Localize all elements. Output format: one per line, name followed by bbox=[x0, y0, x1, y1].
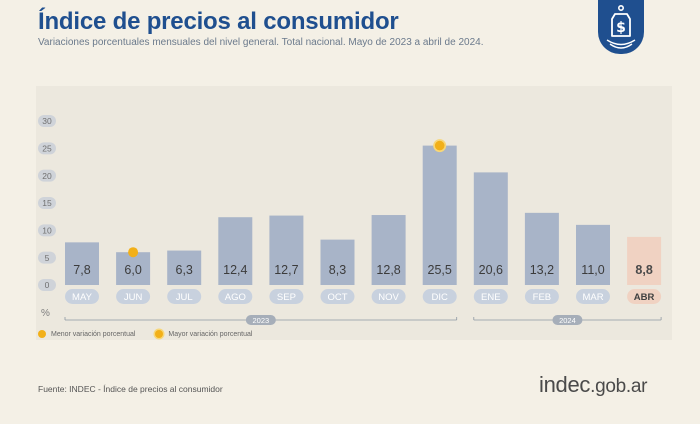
bar bbox=[576, 224, 610, 285]
x-tick-label: MAR bbox=[582, 292, 603, 303]
data-label: 20,6 bbox=[479, 263, 503, 277]
category-pill bbox=[422, 289, 457, 304]
category-pill bbox=[627, 289, 662, 304]
bar bbox=[524, 212, 559, 285]
year-pill bbox=[552, 315, 583, 325]
x-tick-label: AGO bbox=[225, 292, 246, 303]
chart-panel: 0 5 10 15 20 25 30% 7,8 MAY 6,0 JUN 6,3 JUL 12,4 AGO 12… bbox=[36, 86, 672, 340]
data-label: 7,8 bbox=[73, 263, 90, 277]
brand-suffix: .gob.ar bbox=[590, 376, 648, 397]
min-marker bbox=[128, 247, 139, 258]
x-tick-label: JUN bbox=[124, 292, 143, 303]
x-tick-label: MAY bbox=[72, 292, 93, 303]
x-tick-label: ENE bbox=[481, 292, 501, 303]
data-label: 8,3 bbox=[329, 263, 346, 277]
data-label: 8,8 bbox=[635, 263, 652, 277]
x-tick-label: DIC bbox=[432, 292, 449, 303]
category-pill bbox=[320, 289, 355, 304]
svg-text:$: $ bbox=[616, 20, 626, 36]
legend-max-label: Mayor variación porcentual bbox=[168, 330, 253, 338]
data-label: 13,2 bbox=[530, 263, 554, 277]
data-label: 25,5 bbox=[428, 263, 452, 277]
data-label: 12,8 bbox=[376, 263, 400, 277]
x-tick-label: JUL bbox=[176, 292, 193, 303]
category-pill bbox=[371, 289, 406, 304]
legend-item-max: Mayor variación porcentual bbox=[155, 330, 252, 338]
category-pill bbox=[524, 289, 559, 304]
bar bbox=[422, 145, 457, 285]
bar bbox=[167, 250, 202, 285]
y-tick-pill bbox=[38, 251, 56, 264]
page-subtitle: Variaciones porcentuales mensuales del n… bbox=[38, 37, 484, 48]
category-pill bbox=[65, 289, 99, 304]
data-label: 12,4 bbox=[223, 263, 247, 277]
y-tick-label: 15 bbox=[42, 198, 52, 208]
y-tick-pill bbox=[38, 169, 56, 182]
year-pill bbox=[245, 315, 276, 325]
data-label: 6,3 bbox=[176, 263, 193, 277]
max-marker bbox=[434, 140, 445, 151]
x-tick-label: OCT bbox=[327, 292, 347, 303]
category-pill bbox=[269, 289, 304, 304]
bar bbox=[269, 215, 304, 285]
source-note: Fuente: INDEC - Índice de precios al con… bbox=[38, 384, 223, 394]
bar bbox=[116, 252, 151, 285]
brand-name: indec bbox=[539, 372, 591, 397]
x-tick-label: FEB bbox=[533, 292, 551, 303]
data-label: 12,7 bbox=[274, 263, 298, 277]
category-pill bbox=[576, 289, 610, 304]
y-tick-pill bbox=[38, 115, 56, 127]
data-label: 6,0 bbox=[124, 263, 141, 277]
max-marker-icon bbox=[155, 330, 164, 338]
bar bbox=[218, 217, 253, 285]
y-tick-label: 30 bbox=[42, 116, 52, 126]
y-tick-label: 5 bbox=[45, 253, 50, 263]
category-pill bbox=[218, 289, 253, 304]
y-axis-label: % bbox=[41, 308, 50, 319]
year-label: 2024 bbox=[559, 316, 576, 325]
min-marker-icon bbox=[38, 330, 46, 338]
y-tick-label: 0 bbox=[45, 280, 50, 290]
price-tag-dollar-icon: $ bbox=[606, 5, 636, 49]
y-tick-label: 25 bbox=[42, 144, 52, 154]
legend: Menor variación porcentual Mayor variaci… bbox=[38, 330, 270, 340]
bar bbox=[473, 172, 508, 285]
page-title: Índice de precios al consumidor bbox=[38, 8, 399, 35]
x-tick-label: ABR bbox=[634, 292, 655, 303]
y-tick-label: 10 bbox=[42, 226, 52, 236]
x-tick-label: SEP bbox=[277, 292, 296, 303]
y-tick-label: 20 bbox=[42, 171, 52, 181]
y-tick-pill bbox=[38, 224, 56, 237]
price-tag-badge: $ bbox=[598, 0, 644, 54]
data-label: 11,0 bbox=[581, 263, 604, 277]
year-label: 2023 bbox=[253, 316, 270, 325]
category-pill bbox=[167, 289, 202, 304]
legend-min-label: Menor variación porcentual bbox=[51, 330, 136, 338]
bar-chart: 0 5 10 15 20 25 30% 7,8 MAY 6,0 JUN 6,3 JUL 12,4 AGO 12… bbox=[38, 115, 662, 325]
y-tick-pill bbox=[38, 279, 56, 291]
bar bbox=[320, 239, 355, 285]
bar bbox=[371, 215, 406, 285]
bar bbox=[627, 236, 662, 285]
x-tick-label: NOV bbox=[378, 292, 399, 303]
y-tick-pill bbox=[38, 197, 56, 209]
brand-logo[interactable]: indec.gob.ar bbox=[539, 372, 647, 398]
y-tick-pill bbox=[38, 142, 56, 155]
bar bbox=[65, 242, 99, 285]
category-pill bbox=[116, 289, 151, 304]
legend-item-min: Menor variación porcentual bbox=[38, 330, 135, 338]
category-pill bbox=[473, 289, 508, 304]
